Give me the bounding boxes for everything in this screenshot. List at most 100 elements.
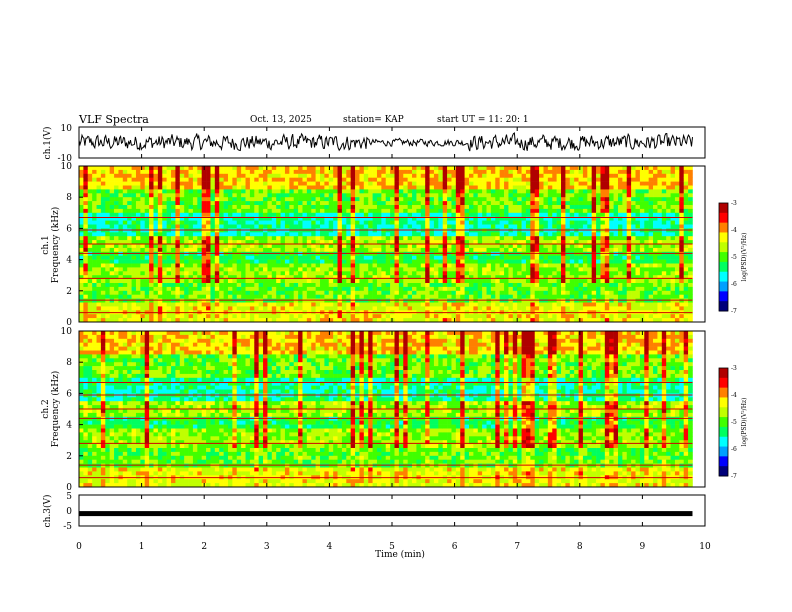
spectrogram-cell bbox=[587, 205, 592, 210]
spectrogram-cell bbox=[495, 169, 500, 175]
spectrogram-cell bbox=[109, 294, 115, 299]
spectrogram-cell bbox=[429, 267, 435, 272]
spectrogram-cell bbox=[157, 169, 163, 175]
spectrogram-cell bbox=[420, 197, 426, 202]
spectrogram-cell bbox=[398, 318, 404, 323]
spectrogram-cell bbox=[569, 166, 575, 171]
spectrogram-cell bbox=[249, 236, 255, 241]
spectrogram-cell bbox=[561, 255, 566, 260]
spectrogram-cell bbox=[175, 193, 181, 198]
spectrogram-cell bbox=[547, 263, 553, 268]
spectrogram-cell bbox=[245, 290, 251, 295]
spectrogram-cell bbox=[79, 267, 84, 272]
spectrogram-cell bbox=[363, 208, 369, 214]
spectrogram-cell bbox=[276, 294, 281, 299]
spectrogram-cell bbox=[284, 177, 290, 182]
spectrogram-cell bbox=[376, 294, 382, 299]
spectrogram-cell bbox=[473, 177, 479, 182]
spectrogram-cell bbox=[149, 181, 154, 186]
spectrogram-cell bbox=[412, 224, 417, 229]
spectrogram-cell bbox=[425, 279, 430, 284]
spectrogram-cell bbox=[267, 236, 273, 241]
spectrogram-cell bbox=[241, 240, 246, 245]
spectrogram-cell bbox=[232, 228, 238, 233]
spectrogram-cell bbox=[499, 177, 505, 182]
spectrogram-cell bbox=[482, 318, 487, 323]
spectrogram-cell bbox=[512, 318, 518, 323]
spectrogram-cell bbox=[175, 208, 181, 214]
spectrogram-cell bbox=[328, 244, 334, 249]
spectrogram-cell bbox=[258, 279, 264, 284]
spectrogram-cell bbox=[341, 216, 347, 221]
spectrogram-cell bbox=[171, 197, 176, 202]
spectrogram-cell bbox=[109, 298, 115, 303]
spectrogram-cell bbox=[157, 166, 163, 171]
spectrogram-cell bbox=[87, 177, 93, 182]
spectrogram-cell bbox=[447, 232, 452, 237]
spectrogram-cell bbox=[547, 216, 553, 221]
spectrogram-cell bbox=[350, 189, 356, 194]
spectrogram-cell bbox=[517, 166, 522, 171]
spectrogram-cell bbox=[214, 259, 220, 264]
spectrogram-cell bbox=[135, 201, 141, 206]
spectrogram-cell bbox=[214, 275, 220, 280]
spectrogram-cell bbox=[429, 306, 435, 311]
spectrogram-cell bbox=[372, 263, 378, 268]
spectrogram-cell bbox=[561, 189, 566, 194]
spectrogram-cell bbox=[92, 279, 97, 284]
spectrogram-cell bbox=[83, 173, 89, 178]
spectrogram-cell bbox=[293, 205, 299, 210]
spectrogram-cell bbox=[223, 290, 229, 295]
spectrogram-cell bbox=[451, 220, 457, 225]
spectrogram-cell bbox=[582, 302, 588, 307]
spectrogram-cell bbox=[565, 240, 571, 245]
spectrogram-cell bbox=[157, 173, 163, 178]
spectrogram-cell bbox=[438, 228, 443, 233]
spectrogram-cell bbox=[433, 314, 439, 319]
spectrogram-cell bbox=[569, 220, 575, 225]
spectrogram-cell bbox=[258, 271, 264, 276]
spectrogram-cell bbox=[157, 298, 163, 303]
spectrogram-cell bbox=[328, 286, 334, 292]
spectrogram-cell bbox=[271, 169, 277, 175]
spectrogram-cell bbox=[105, 283, 110, 288]
spectrogram-cell bbox=[578, 236, 584, 241]
spectrogram-cell bbox=[320, 224, 325, 229]
spectrogram-cell bbox=[543, 205, 549, 210]
spectrogram-cell bbox=[254, 216, 259, 221]
spectrogram-cell bbox=[258, 263, 264, 268]
spectrogram-cell bbox=[416, 193, 422, 198]
spectrogram-cell bbox=[425, 247, 430, 253]
spectrogram-cell bbox=[245, 205, 251, 210]
spectrogram-cell bbox=[302, 244, 308, 249]
spectrogram-cell bbox=[530, 255, 536, 260]
spectrogram-cell bbox=[280, 205, 286, 210]
spectrogram-cell bbox=[543, 236, 549, 241]
spectrogram-cell bbox=[469, 224, 474, 229]
spectrogram-cell bbox=[613, 240, 619, 245]
spectrogram-cell bbox=[376, 189, 382, 194]
spectrogram-cell bbox=[284, 197, 290, 202]
spectrogram-cell bbox=[486, 267, 492, 272]
spectrogram-cell bbox=[179, 302, 185, 307]
spectrogram-cell bbox=[512, 314, 518, 319]
spectrogram-cell bbox=[206, 259, 211, 264]
spectrogram-cell bbox=[587, 318, 592, 323]
spectrogram-cell bbox=[118, 318, 124, 323]
spectrogram-cell bbox=[350, 201, 356, 206]
spectrogram-cell bbox=[114, 169, 119, 175]
spectrogram-cell bbox=[179, 185, 185, 190]
spectrogram-cell bbox=[232, 236, 238, 241]
spectrogram-cell bbox=[298, 185, 303, 190]
spectrogram-cell bbox=[508, 228, 514, 233]
spectrogram-cell bbox=[517, 286, 522, 292]
spectrogram-cell bbox=[289, 314, 295, 319]
spectrogram-cell bbox=[525, 271, 531, 276]
spectrogram-cell bbox=[596, 189, 601, 194]
spectrogram-cell bbox=[328, 201, 334, 206]
spectrogram-cell bbox=[219, 173, 224, 178]
spectrogram-cell bbox=[547, 283, 553, 288]
spectrogram-cell bbox=[464, 216, 470, 221]
spectrogram-cell bbox=[188, 318, 194, 323]
spectrogram-cell bbox=[140, 259, 146, 264]
